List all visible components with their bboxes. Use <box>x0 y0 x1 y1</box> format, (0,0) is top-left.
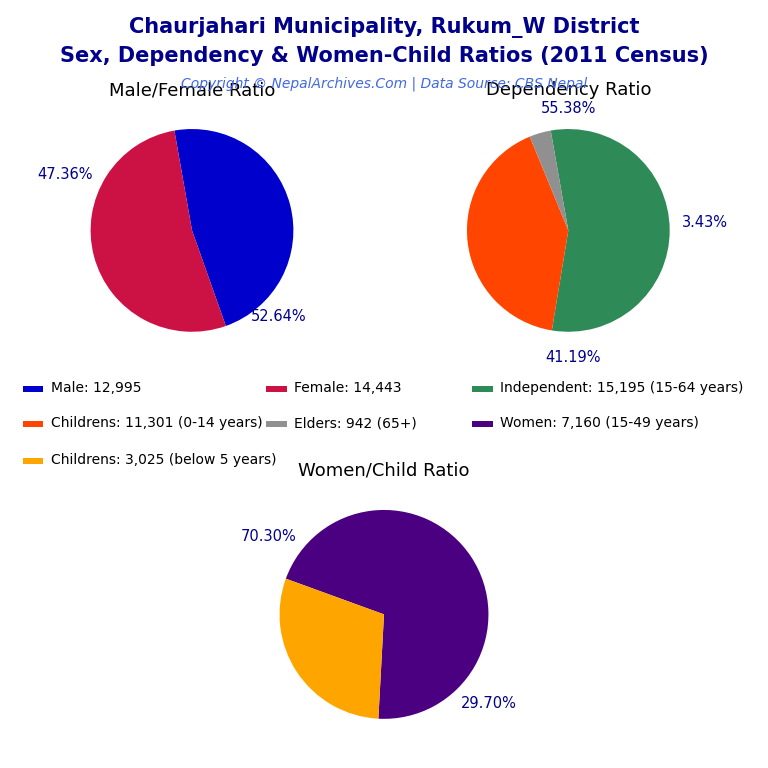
Text: Male: 12,995: Male: 12,995 <box>51 380 141 395</box>
Wedge shape <box>286 510 488 719</box>
Wedge shape <box>280 578 384 719</box>
Text: 52.64%: 52.64% <box>250 309 306 324</box>
Text: Childrens: 11,301 (0-14 years): Childrens: 11,301 (0-14 years) <box>51 416 263 430</box>
Text: 3.43%: 3.43% <box>682 215 728 230</box>
Title: Dependency Ratio: Dependency Ratio <box>485 81 651 99</box>
Text: 70.30%: 70.30% <box>241 528 297 544</box>
Bar <box>472 421 493 427</box>
Text: Copyright © NepalArchives.Com | Data Source: CBS Nepal: Copyright © NepalArchives.Com | Data Sou… <box>181 77 587 91</box>
Text: 29.70%: 29.70% <box>461 696 516 710</box>
Text: 55.38%: 55.38% <box>541 101 596 116</box>
Text: Elders: 942 (65+): Elders: 942 (65+) <box>294 416 417 430</box>
Text: 47.36%: 47.36% <box>38 167 93 182</box>
Wedge shape <box>91 131 226 332</box>
Text: Chaurjahari Municipality, Rukum_W District: Chaurjahari Municipality, Rukum_W Distri… <box>129 17 639 38</box>
Wedge shape <box>551 129 670 332</box>
Bar <box>23 421 43 427</box>
Text: 41.19%: 41.19% <box>545 349 601 365</box>
Title: Women/Child Ratio: Women/Child Ratio <box>298 462 470 479</box>
Text: Female: 14,443: Female: 14,443 <box>294 380 402 395</box>
Bar <box>23 458 43 464</box>
Bar <box>23 386 43 392</box>
Wedge shape <box>467 137 568 330</box>
Text: Sex, Dependency & Women-Child Ratios (2011 Census): Sex, Dependency & Women-Child Ratios (20… <box>60 46 708 66</box>
Wedge shape <box>174 129 293 326</box>
Wedge shape <box>530 131 568 230</box>
Bar <box>266 421 286 427</box>
Text: Independent: 15,195 (15-64 years): Independent: 15,195 (15-64 years) <box>501 380 744 395</box>
Title: Male/Female Ratio: Male/Female Ratio <box>109 81 275 99</box>
Bar <box>472 386 493 392</box>
Bar <box>266 386 286 392</box>
Text: Women: 7,160 (15-49 years): Women: 7,160 (15-49 years) <box>501 416 700 430</box>
Text: Childrens: 3,025 (below 5 years): Childrens: 3,025 (below 5 years) <box>51 452 276 467</box>
